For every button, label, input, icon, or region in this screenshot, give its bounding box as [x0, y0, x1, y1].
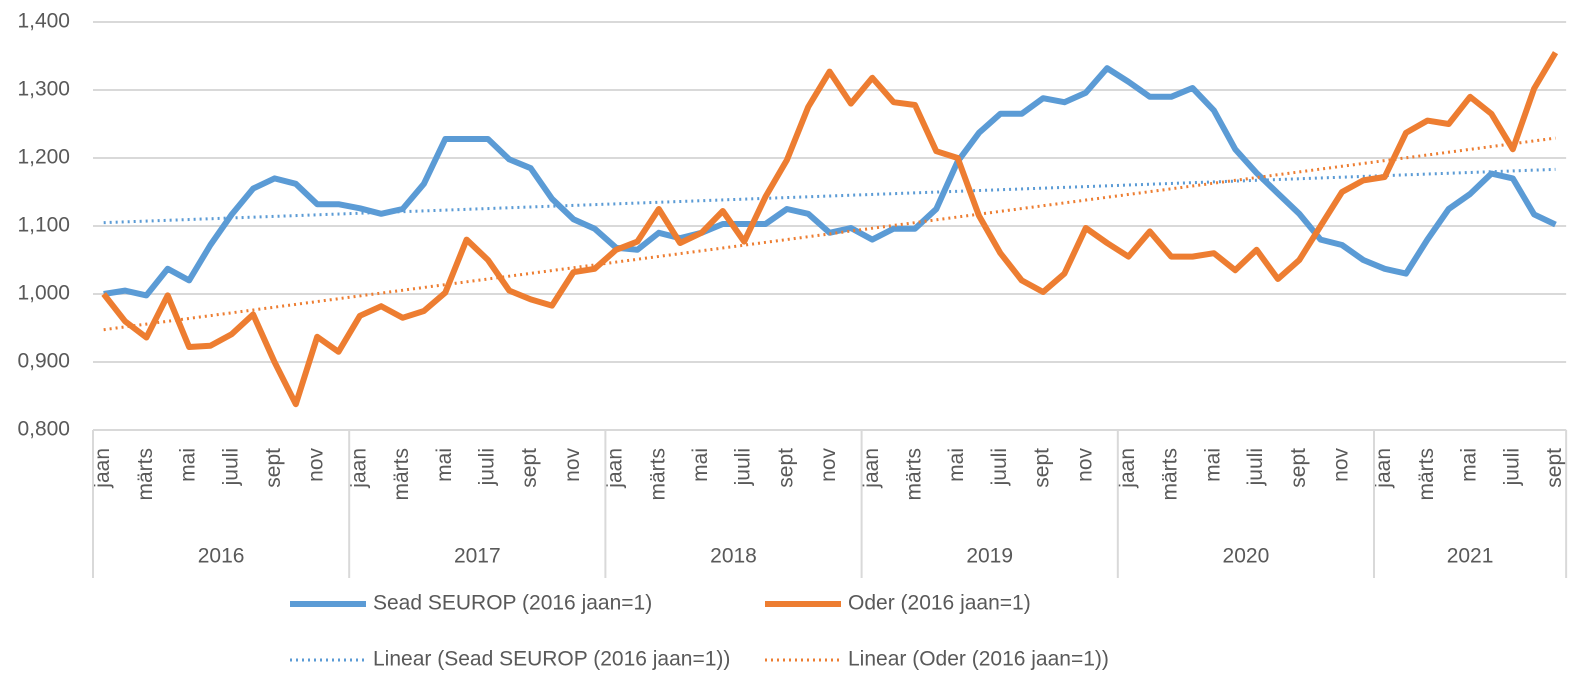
y-tick-label: 0,800 — [17, 418, 70, 441]
legend-label: Oder (2016 jaan=1) — [848, 592, 1031, 615]
x-tick-label: sept — [1031, 448, 1054, 488]
x-tick-label: mai — [433, 448, 456, 482]
x-tick-label: mai — [689, 448, 712, 482]
x-tick-label: juuli — [1500, 448, 1523, 486]
year-label: 2021 — [1447, 545, 1494, 568]
x-tick-label: jaan — [604, 448, 627, 489]
legend-label: Linear (Oder (2016 jaan=1)) — [848, 648, 1109, 671]
x-tick-label: märts — [134, 448, 157, 501]
x-tick-label: jaan — [1116, 448, 1139, 489]
x-tick-label: juuli — [732, 448, 755, 486]
legend-label: Linear (Sead SEUROP (2016 jaan=1)) — [373, 648, 730, 671]
year-label: 2016 — [198, 545, 245, 568]
y-tick-label: 1,100 — [17, 214, 70, 237]
x-tick-label: sept — [774, 448, 797, 488]
data-line — [101, 51, 1559, 408]
x-tick-label: nov — [1330, 448, 1353, 482]
x-tick-label: nov — [305, 448, 328, 482]
x-tick-label: märts — [903, 448, 926, 501]
year-label: 2017 — [454, 545, 501, 568]
data-line — [103, 65, 1557, 299]
x-tick-label: nov — [817, 448, 840, 482]
x-tick-label: märts — [1415, 448, 1438, 501]
trend-line — [103, 167, 1556, 225]
x-tick-label: märts — [646, 448, 669, 501]
x-tick-label: mai — [1458, 448, 1481, 482]
x-tick-label: sept — [1543, 448, 1566, 488]
y-tick-label: 1,200 — [17, 146, 70, 169]
legend-label: Sead SEUROP (2016 jaan=1) — [373, 592, 652, 615]
x-tick-label: jaan — [860, 448, 883, 489]
x-tick-label: jaan — [1372, 448, 1395, 489]
x-tick-label: jaan — [91, 448, 114, 489]
x-tick-label: mai — [1201, 448, 1224, 482]
y-tick-label: 1,400 — [17, 10, 70, 33]
x-tick-label: juuli — [219, 448, 242, 486]
y-tick-label: 1,000 — [17, 282, 70, 305]
trend-line — [103, 136, 1556, 332]
x-tick-label: sept — [1287, 448, 1310, 488]
x-tick-label: nov — [1073, 448, 1096, 482]
x-tick-label: mai — [177, 448, 200, 482]
x-tick-label: mai — [945, 448, 968, 482]
year-label: 2020 — [1223, 545, 1270, 568]
x-tick-label: sept — [518, 448, 541, 488]
y-tick-label: 1,300 — [17, 78, 70, 101]
x-tick-label: nov — [561, 448, 584, 482]
x-tick-label: juuli — [476, 448, 499, 486]
x-tick-label: juuli — [988, 448, 1011, 486]
x-tick-label: märts — [1159, 448, 1182, 501]
x-tick-label: sept — [262, 448, 285, 488]
x-tick-label: märts — [390, 448, 413, 501]
x-tick-label: jaan — [347, 448, 370, 489]
y-tick-label: 0,900 — [17, 350, 70, 373]
x-tick-label: juuli — [1244, 448, 1267, 486]
year-label: 2018 — [710, 545, 757, 568]
year-label: 2019 — [966, 545, 1013, 568]
